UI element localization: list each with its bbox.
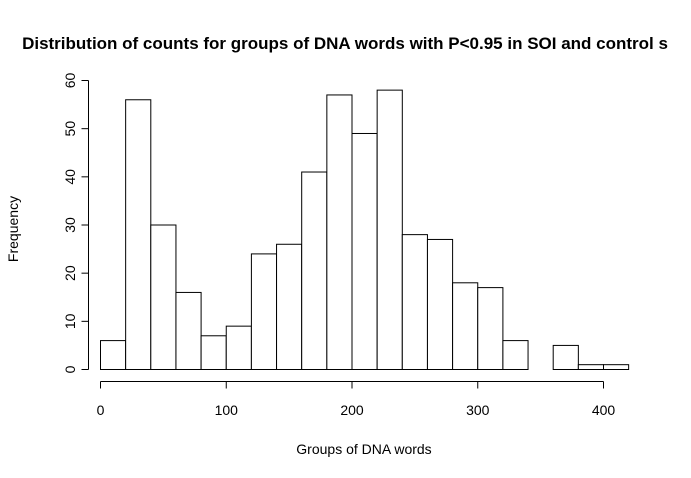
histogram-bars [100, 89, 630, 371]
histogram-bar-360-380 [552, 344, 579, 370]
y-axis: 0 10 20 30 40 50 60 [62, 73, 89, 373]
histogram-bar-40-60 [150, 224, 177, 370]
y-tick-label-50: 50 [62, 121, 78, 137]
y-tick-label-20: 20 [62, 265, 78, 281]
y-tick-label-40: 40 [62, 169, 78, 185]
histogram-bar-100-120 [225, 325, 252, 370]
x-tick-label-300: 300 [466, 402, 490, 418]
histogram-bar-260-280 [426, 238, 454, 370]
histogram-bar-380-400 [577, 364, 604, 370]
histogram-bar-240-260 [401, 234, 428, 370]
histogram-bar-0-20 [100, 340, 127, 371]
y-tick-label-30: 30 [62, 217, 78, 233]
histogram-bar-80-100 [200, 335, 227, 370]
histogram-bar-160-180 [301, 171, 328, 370]
histogram-bar-200-220 [351, 132, 378, 370]
histogram-bar-280-300 [452, 282, 479, 370]
histogram-bar-320-340 [502, 340, 529, 371]
histogram-bar-180-200 [326, 94, 353, 370]
x-tick-label-400: 400 [592, 402, 616, 418]
y-axis-label: Frequency [5, 196, 21, 262]
x-tick-label-100: 100 [215, 402, 239, 418]
histogram-bar-20-40 [125, 99, 152, 371]
histogram-bar-140-160 [276, 243, 303, 370]
y-tick-label-60: 60 [62, 73, 78, 89]
histogram-bar-60-80 [175, 291, 202, 370]
y-tick-label-0: 0 [62, 365, 78, 373]
x-axis: 0 100 200 300 400 [97, 381, 616, 418]
x-tick-label-200: 200 [340, 402, 364, 418]
y-tick-label-10: 10 [62, 313, 78, 329]
histogram-bar-300-320 [477, 287, 504, 370]
histogram-bar-400-420 [603, 364, 630, 370]
chart-title: Distribution of counts for groups of DNA… [22, 34, 668, 53]
histogram-bar-120-140 [250, 253, 278, 370]
histogram-bar-220-240 [376, 89, 403, 370]
x-axis-label: Groups of DNA words [296, 441, 431, 457]
x-tick-label-0: 0 [97, 402, 105, 418]
